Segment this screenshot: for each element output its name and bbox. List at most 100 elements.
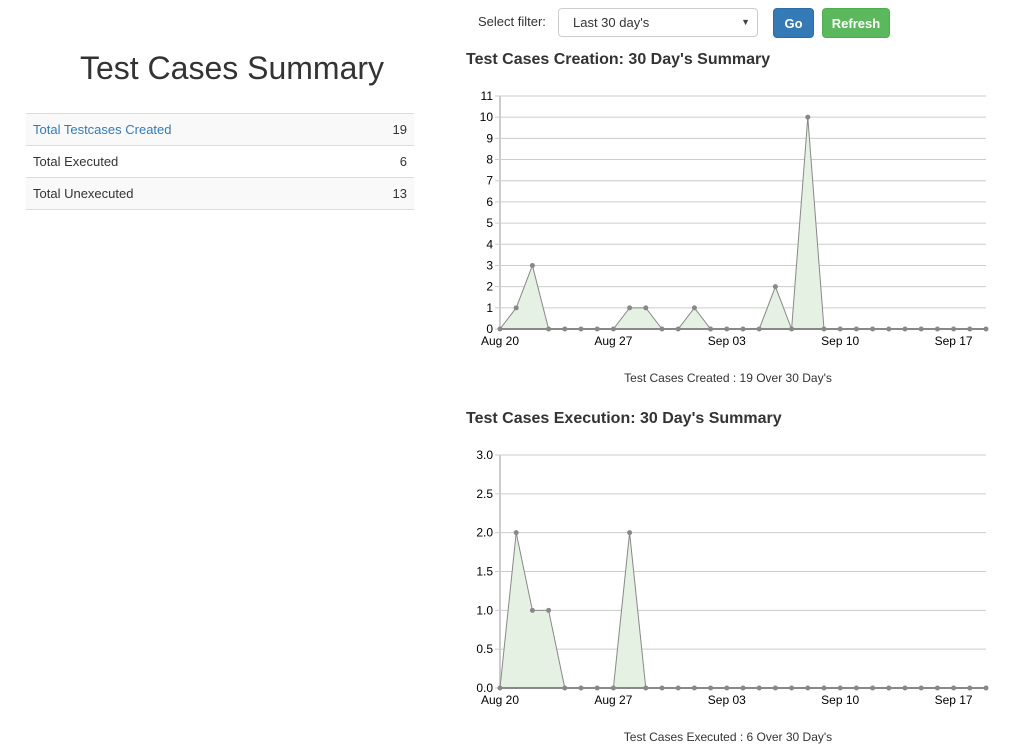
data-point (805, 114, 811, 120)
data-point (756, 326, 762, 332)
y-tick-label: 1.5 (476, 565, 493, 579)
go-button[interactable]: Go (773, 8, 814, 38)
data-point (918, 326, 924, 332)
y-tick-label: 11 (481, 89, 494, 103)
data-point (772, 284, 778, 290)
table-row: Total Testcases Created 19 (26, 113, 414, 146)
total-unexecuted-label: Total Unexecuted (26, 177, 353, 210)
data-point (708, 685, 714, 691)
data-point (627, 530, 633, 536)
y-tick-label: 3 (486, 258, 493, 272)
data-point (967, 685, 973, 691)
data-point (594, 326, 600, 332)
data-point (708, 326, 714, 332)
data-point (724, 326, 730, 332)
y-tick-label: 0 (486, 322, 493, 336)
refresh-button[interactable]: Refresh (822, 8, 890, 38)
data-point (724, 685, 730, 691)
x-tick-label: Aug 27 (594, 693, 632, 707)
data-point (886, 326, 892, 332)
x-tick-label: Sep 17 (935, 334, 973, 348)
data-point (643, 305, 649, 311)
y-tick-label: 6 (486, 195, 493, 209)
data-point (546, 607, 552, 613)
filter-select[interactable]: Last 30 day's ▼ (558, 8, 758, 37)
filter-selected-value: Last 30 day's (573, 15, 650, 30)
table-row: Total Unexecuted 13 (26, 177, 414, 210)
total-created-link[interactable]: Total Testcases Created (33, 122, 172, 137)
series-area (500, 532, 986, 688)
data-point (772, 685, 778, 691)
summary-table: Total Testcases Created 19 Total Executed… (26, 113, 414, 210)
data-point (675, 326, 681, 332)
data-point (513, 305, 519, 311)
data-point (902, 685, 908, 691)
data-point (659, 326, 665, 332)
data-point (562, 685, 568, 691)
data-point (513, 530, 519, 536)
x-tick-label: Sep 10 (821, 693, 859, 707)
x-tick-label: Aug 27 (594, 334, 632, 348)
data-point (740, 326, 746, 332)
data-point (497, 685, 503, 691)
creation-chart-title: Test Cases Creation: 30 Day's Summary (466, 51, 771, 68)
data-point (675, 685, 681, 691)
data-point (789, 685, 795, 691)
data-point (918, 685, 924, 691)
data-point (740, 685, 746, 691)
data-point (934, 685, 940, 691)
data-point (643, 685, 649, 691)
x-tick-label: Sep 03 (708, 334, 746, 348)
y-tick-label: 9 (486, 131, 493, 145)
data-point (691, 685, 697, 691)
data-point (529, 607, 535, 613)
data-point (546, 326, 552, 332)
y-tick-label: 0.5 (476, 642, 493, 656)
data-point (821, 685, 827, 691)
total-executed-value: 6 (352, 145, 414, 178)
data-point (902, 326, 908, 332)
data-point (659, 685, 665, 691)
creation-chart-caption: Test Cases Created : 19 Over 30 Day's (624, 371, 832, 385)
data-point (805, 685, 811, 691)
total-unexecuted-value: 13 (352, 177, 414, 210)
data-point (610, 326, 616, 332)
y-tick-label: 2 (486, 280, 493, 294)
data-point (870, 685, 876, 691)
data-point (821, 326, 827, 332)
data-point (951, 685, 957, 691)
total-created-value: 19 (352, 113, 414, 146)
y-tick-label: 10 (480, 110, 494, 124)
data-point (578, 685, 584, 691)
data-point (594, 685, 600, 691)
y-tick-label: 0.0 (476, 681, 493, 695)
x-tick-label: Aug 20 (481, 334, 519, 348)
y-tick-label: 2.0 (476, 526, 493, 540)
data-point (529, 262, 535, 268)
data-point (983, 685, 989, 691)
data-point (967, 326, 973, 332)
creation-chart: 0 1 2 3 4 5 6 7 8 9 10 11 Aug 20 Aug 27 Sep 03 Sep 10 Se… (480, 89, 989, 348)
x-tick-label: Sep 10 (821, 334, 859, 348)
x-tick-label: Sep 03 (708, 693, 746, 707)
data-point (610, 685, 616, 691)
y-tick-label: 2.5 (476, 487, 493, 501)
data-point (853, 685, 859, 691)
data-point (934, 326, 940, 332)
data-point (691, 305, 697, 311)
execution-chart: 0.0 0.5 1.0 1.5 2.0 2.5 3.0 Aug 20 Aug 27 Sep 03 S… (476, 448, 989, 707)
filter-label: Select filter: (478, 14, 546, 29)
x-tick-label: Aug 20 (481, 693, 519, 707)
y-tick-label: 1 (486, 301, 493, 315)
data-point (870, 326, 876, 332)
table-row: Total Executed 6 (26, 145, 414, 178)
data-point (627, 305, 633, 311)
data-point (562, 326, 568, 332)
data-point (983, 326, 989, 332)
total-executed-label: Total Executed (26, 145, 353, 178)
y-tick-label: 3.0 (476, 448, 493, 462)
data-point (578, 326, 584, 332)
data-point (951, 326, 957, 332)
data-point (837, 326, 843, 332)
y-tick-label: 7 (486, 174, 493, 188)
